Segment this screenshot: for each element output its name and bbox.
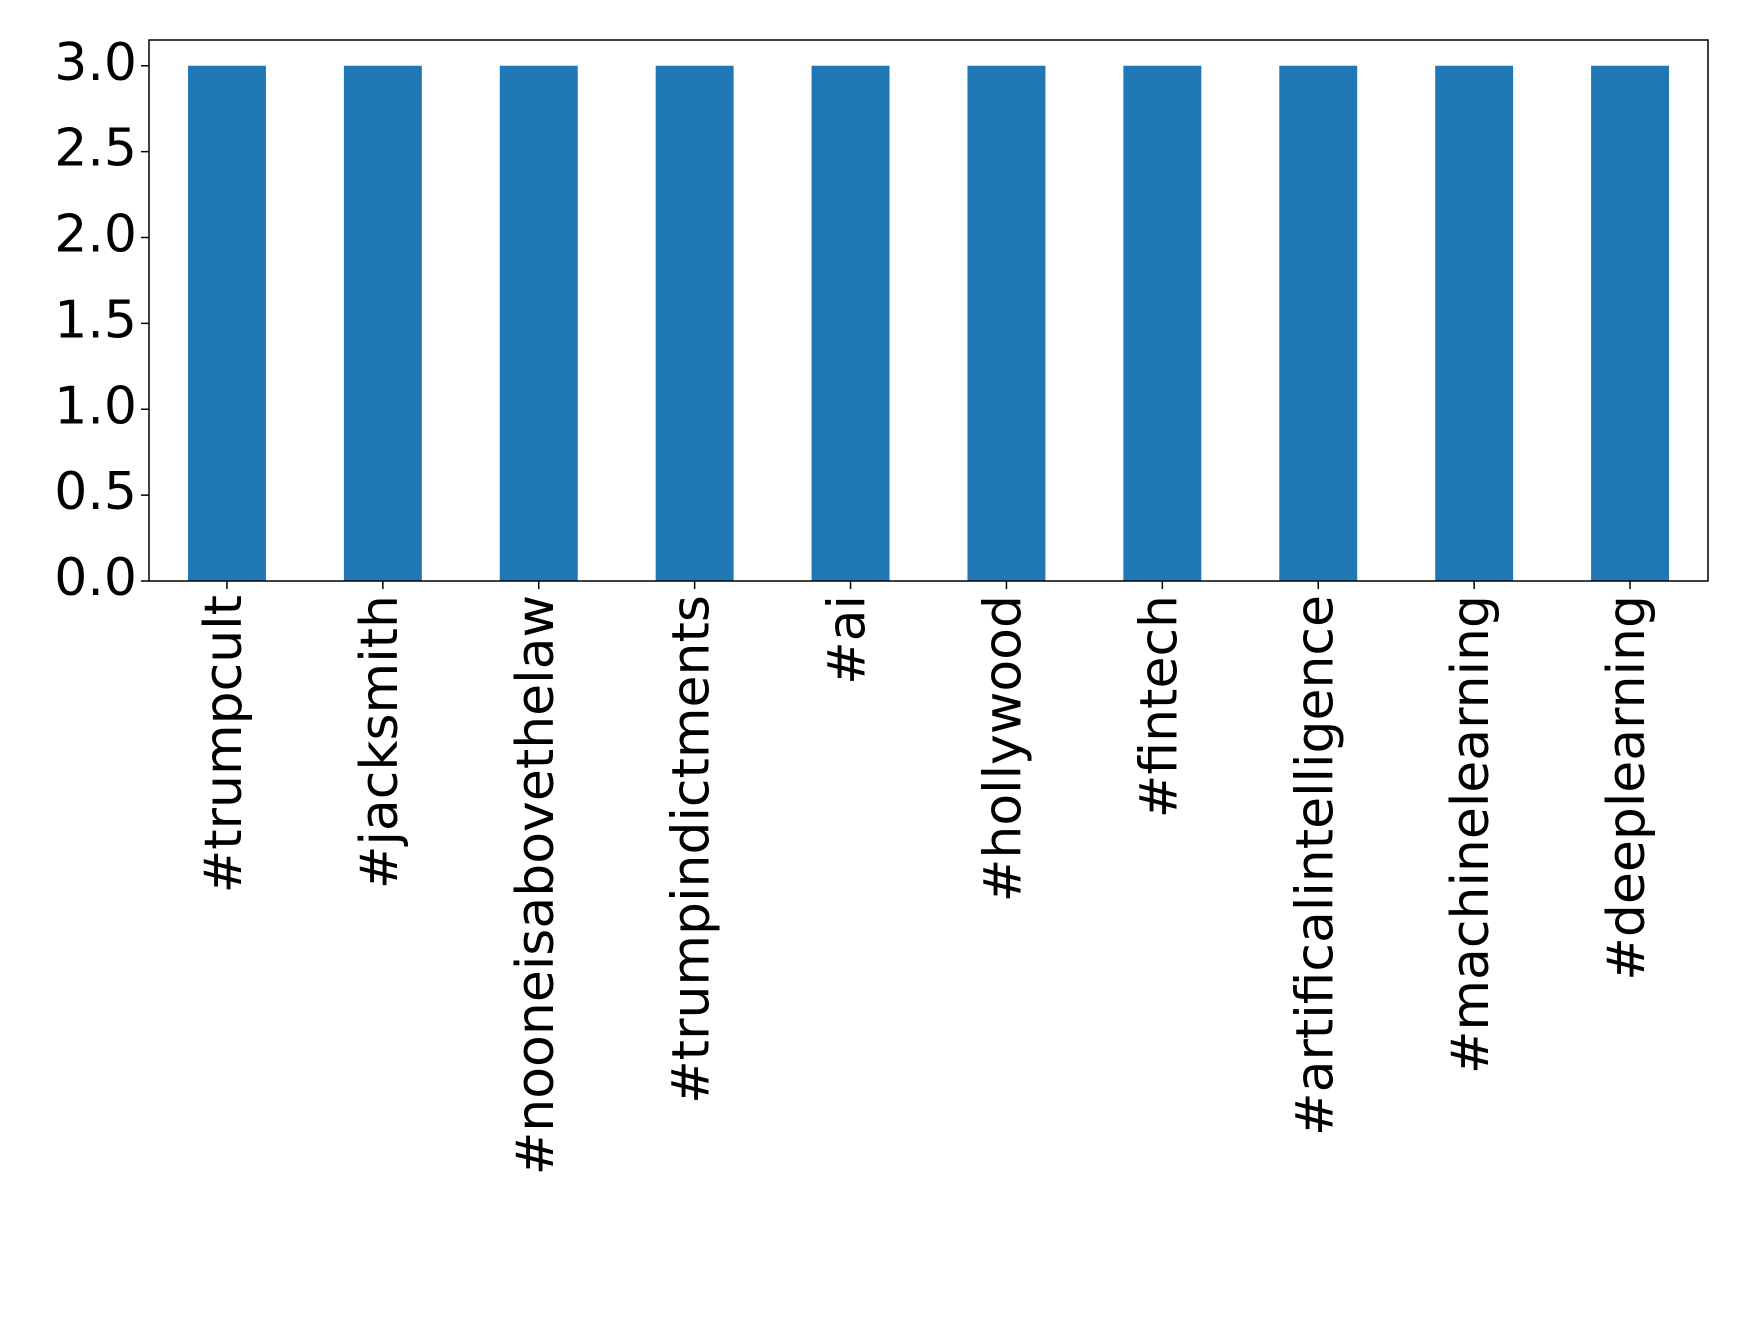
bar	[811, 65, 890, 581]
x-tick-label: #trumpcult	[194, 595, 254, 893]
y-tick-label: 1.0	[54, 376, 137, 436]
x-tick-label: #machinelearning	[1441, 595, 1501, 1074]
bar	[655, 65, 734, 581]
x-tick-label: #deeplearning	[1597, 595, 1657, 981]
y-tick-label: 0.5	[54, 462, 137, 522]
x-tick-label: #nooneisabovethelaw	[506, 595, 566, 1175]
bar	[967, 65, 1046, 581]
bar	[1435, 65, 1514, 581]
x-tick-label: #fintech	[1129, 595, 1189, 818]
x-tick-label: #ai	[818, 595, 878, 685]
bar	[1591, 65, 1670, 581]
plot-frame	[148, 39, 1709, 582]
bar	[343, 65, 422, 581]
y-tick-label: 0.0	[54, 548, 137, 608]
x-tick-label: #hollywood	[973, 595, 1033, 902]
y-tick-label: 2.5	[54, 119, 137, 179]
bar	[1279, 65, 1358, 581]
y-tick-label: 2.0	[54, 205, 137, 265]
x-tick-label: #trumpindictments	[662, 595, 722, 1104]
y-tick-label: 3.0	[54, 33, 137, 93]
bar	[499, 65, 578, 581]
bar	[1123, 65, 1202, 581]
bar	[187, 65, 266, 581]
y-tick-label: 1.5	[54, 290, 137, 350]
x-tick-label: #artificalintelligence	[1285, 595, 1345, 1136]
x-tick-label: #jacksmith	[350, 595, 410, 889]
